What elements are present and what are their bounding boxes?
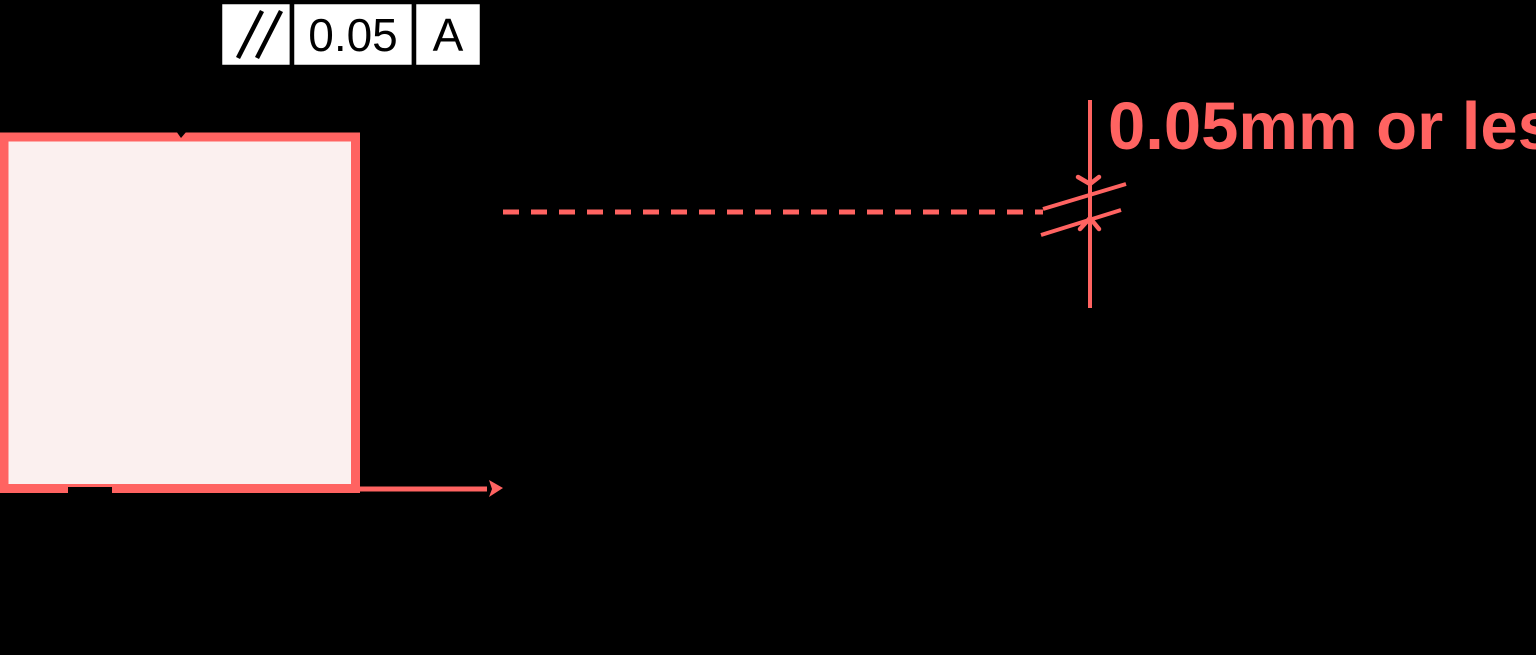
svg-text:0.05mm or less: 0.05mm or less — [1108, 89, 1536, 164]
